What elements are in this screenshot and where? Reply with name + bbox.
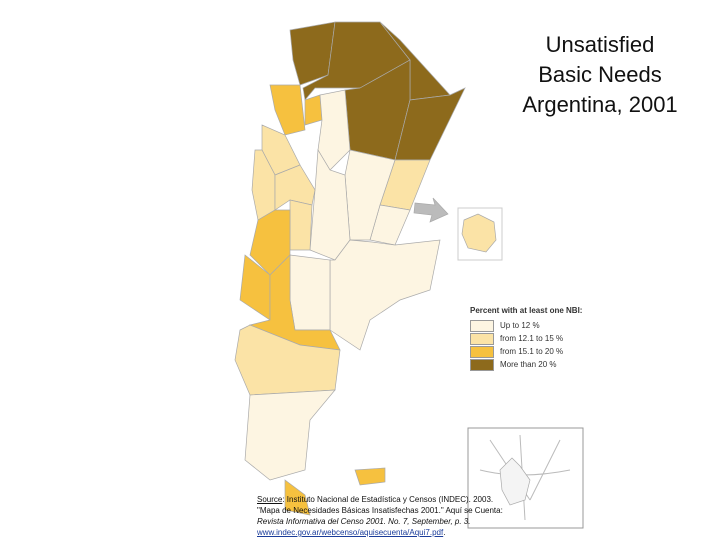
province xyxy=(234,324,341,396)
legend-swatch xyxy=(470,332,494,345)
province xyxy=(244,389,336,481)
inset-arrow xyxy=(413,197,449,223)
province xyxy=(329,239,441,351)
province xyxy=(289,199,313,251)
source-line: "Mapa de Necesidades Básicas Insatisfech… xyxy=(257,506,503,515)
title: Unsatisfied Basic Needs Argentina, 2001 xyxy=(500,30,700,120)
source: Source: Instituto Nacional de Estadístic… xyxy=(257,494,503,538)
province xyxy=(284,479,311,516)
source-line: Revista Informativa del Censo 2001. No. … xyxy=(257,517,471,526)
provinces xyxy=(234,21,466,516)
legend-label: More than 20 % xyxy=(500,360,557,369)
province xyxy=(269,84,306,136)
source-text: : Instituto Nacional de Estadística y Ce… xyxy=(282,495,494,504)
legend-title: Percent with at least one NBI: xyxy=(470,306,583,315)
legend-swatch xyxy=(470,345,494,358)
islands xyxy=(354,467,386,486)
province xyxy=(289,21,336,86)
legend-item: from 12.1 to 15 % xyxy=(470,332,582,345)
antarctica-shape xyxy=(499,457,531,506)
legend-item: from 15.1 to 20 % xyxy=(470,345,582,358)
title-line: Argentina, 2001 xyxy=(522,92,678,117)
source-line: Source: Instituto Nacional de Estadístic… xyxy=(257,494,503,505)
legend-item: More than 20 % xyxy=(470,358,582,371)
source-link[interactable]: www.indec.gov.ar/webcenso/aquisecuenta/A… xyxy=(257,528,444,537)
province xyxy=(289,254,331,331)
legend-label: Up to 12 % xyxy=(500,321,540,330)
legend: Percent with at least one NBI: Up to 12 … xyxy=(470,306,582,371)
legend-swatch xyxy=(470,358,494,371)
legend-swatch xyxy=(470,319,494,332)
province xyxy=(248,254,341,351)
province xyxy=(304,94,323,126)
source-label: Source xyxy=(257,495,283,504)
source-line: www.indec.gov.ar/webcenso/aquisecuenta/A… xyxy=(257,527,503,538)
title-line: Basic Needs xyxy=(538,62,662,87)
legend-label: from 12.1 to 15 % xyxy=(500,334,564,343)
legend-item: Up to 12 % xyxy=(470,319,582,332)
inset-area xyxy=(461,213,497,253)
title-line: Unsatisfied xyxy=(545,32,655,57)
source-end: . xyxy=(443,528,446,537)
legend-label: from 15.1 to 20 % xyxy=(500,347,564,356)
